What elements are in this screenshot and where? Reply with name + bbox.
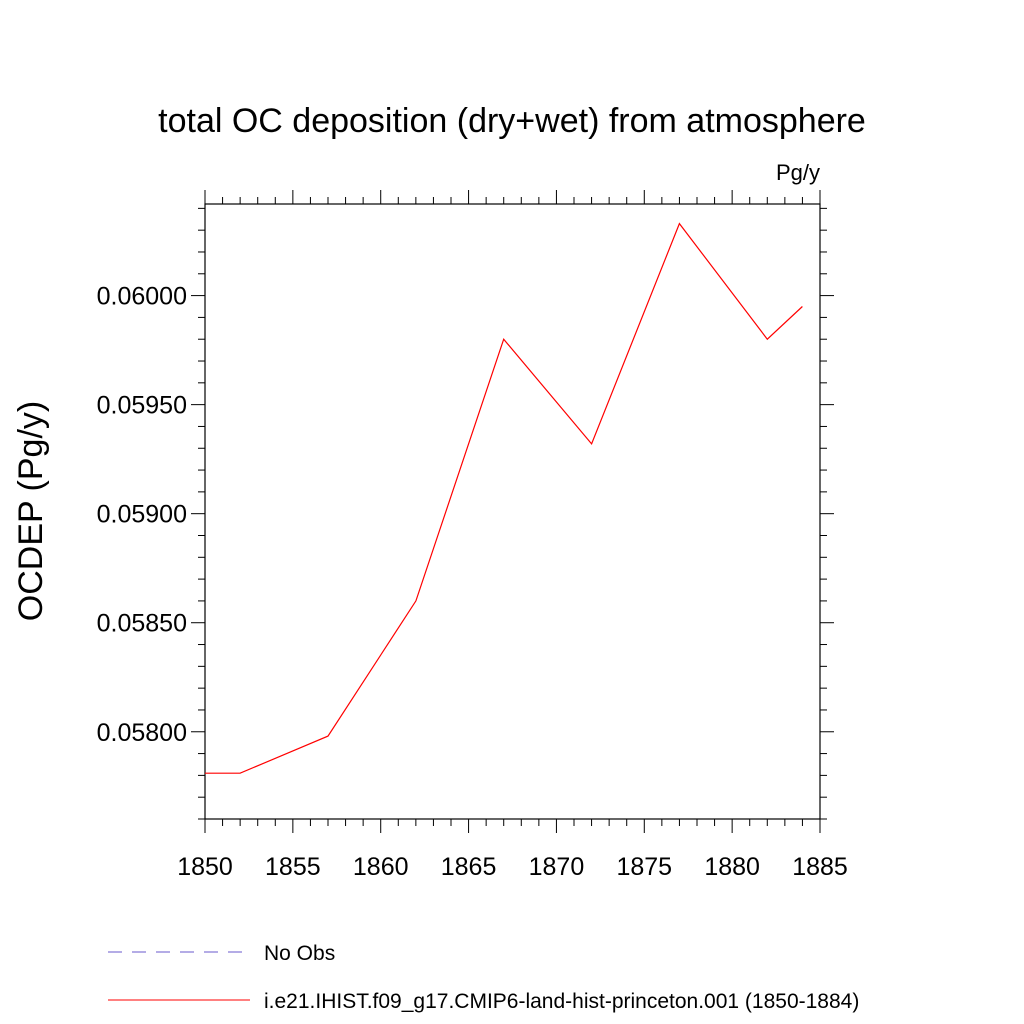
legend-label-1: i.e21.IHIST.f09_g17.CMIP6-land-hist-prin… bbox=[264, 990, 859, 1013]
legend-label-0: No Obs bbox=[264, 942, 335, 965]
x-tick-label: 1885 bbox=[792, 853, 848, 881]
x-tick-label: 1875 bbox=[616, 853, 672, 881]
x-tick-label: 1850 bbox=[177, 853, 233, 881]
units-label: Pg/y bbox=[776, 160, 820, 185]
series-line-1 bbox=[205, 222, 803, 774]
x-tick-label: 1880 bbox=[704, 853, 760, 881]
y-tick-label: 0.05950 bbox=[97, 392, 187, 420]
chart-title: total OC deposition (dry+wet) from atmos… bbox=[158, 102, 866, 140]
x-tick-label: 1870 bbox=[529, 853, 585, 881]
y-tick-label: 0.05800 bbox=[97, 719, 187, 747]
x-tick-label: 1855 bbox=[265, 853, 321, 881]
y-tick-label: 0.05900 bbox=[97, 501, 187, 529]
y-tick-label: 0.05850 bbox=[97, 610, 187, 638]
y-axis-label: OCDEP (Pg/y) bbox=[12, 401, 50, 621]
x-tick-label: 1865 bbox=[441, 853, 497, 881]
plot-frame bbox=[204, 203, 821, 820]
y-tick-label: 0.06000 bbox=[97, 283, 187, 311]
x-tick-label: 1860 bbox=[353, 853, 409, 881]
